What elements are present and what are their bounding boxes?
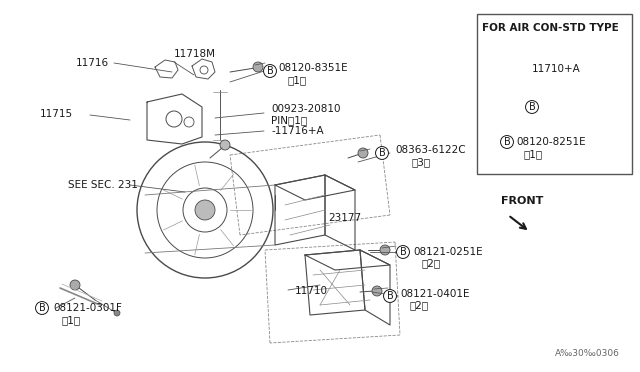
Text: SEE SEC. 231: SEE SEC. 231 [68,180,138,190]
Text: B: B [38,303,45,313]
Text: B: B [379,148,385,158]
Text: 11710: 11710 [295,286,328,296]
Circle shape [253,62,263,72]
Text: 08120-8351E: 08120-8351E [278,63,348,73]
Text: 08121-0401E: 08121-0401E [400,289,470,299]
Text: 23177: 23177 [328,213,361,223]
Text: 00923-20810: 00923-20810 [271,104,340,114]
Circle shape [380,245,390,255]
Text: （2）: （2） [422,258,441,268]
Text: （1）: （1） [62,315,81,325]
Text: A‰30‰0306: A‰30‰0306 [555,349,620,358]
Text: B: B [387,291,394,301]
Text: （1）: （1） [523,149,542,159]
Text: -11716+A: -11716+A [272,126,324,136]
Text: B: B [504,137,510,147]
Text: B: B [267,66,273,76]
Text: 11710+A: 11710+A [532,64,580,74]
Text: 11718M: 11718M [174,49,216,59]
Text: FOR AIR CON-STD TYPE: FOR AIR CON-STD TYPE [482,23,619,33]
Text: 11716: 11716 [76,58,109,68]
Text: PIN（1）: PIN（1） [271,115,307,125]
Text: （1）: （1） [287,75,306,85]
Circle shape [114,310,120,316]
Circle shape [358,148,368,158]
Circle shape [567,75,577,85]
Text: 08121-0301F: 08121-0301F [53,303,122,313]
Text: 11715: 11715 [40,109,73,119]
Circle shape [70,280,80,290]
Text: 08363-6122C: 08363-6122C [395,145,466,155]
Text: FRONT: FRONT [501,196,543,206]
Text: B: B [529,102,536,112]
Text: （2）: （2） [410,300,429,310]
Circle shape [220,140,230,150]
Text: （3）: （3） [412,157,431,167]
Text: B: B [399,247,406,257]
Text: 08120-8251E: 08120-8251E [516,137,586,147]
Bar [477,14,632,174]
Circle shape [372,286,382,296]
Circle shape [195,200,215,220]
Text: 08121-0251E: 08121-0251E [413,247,483,257]
